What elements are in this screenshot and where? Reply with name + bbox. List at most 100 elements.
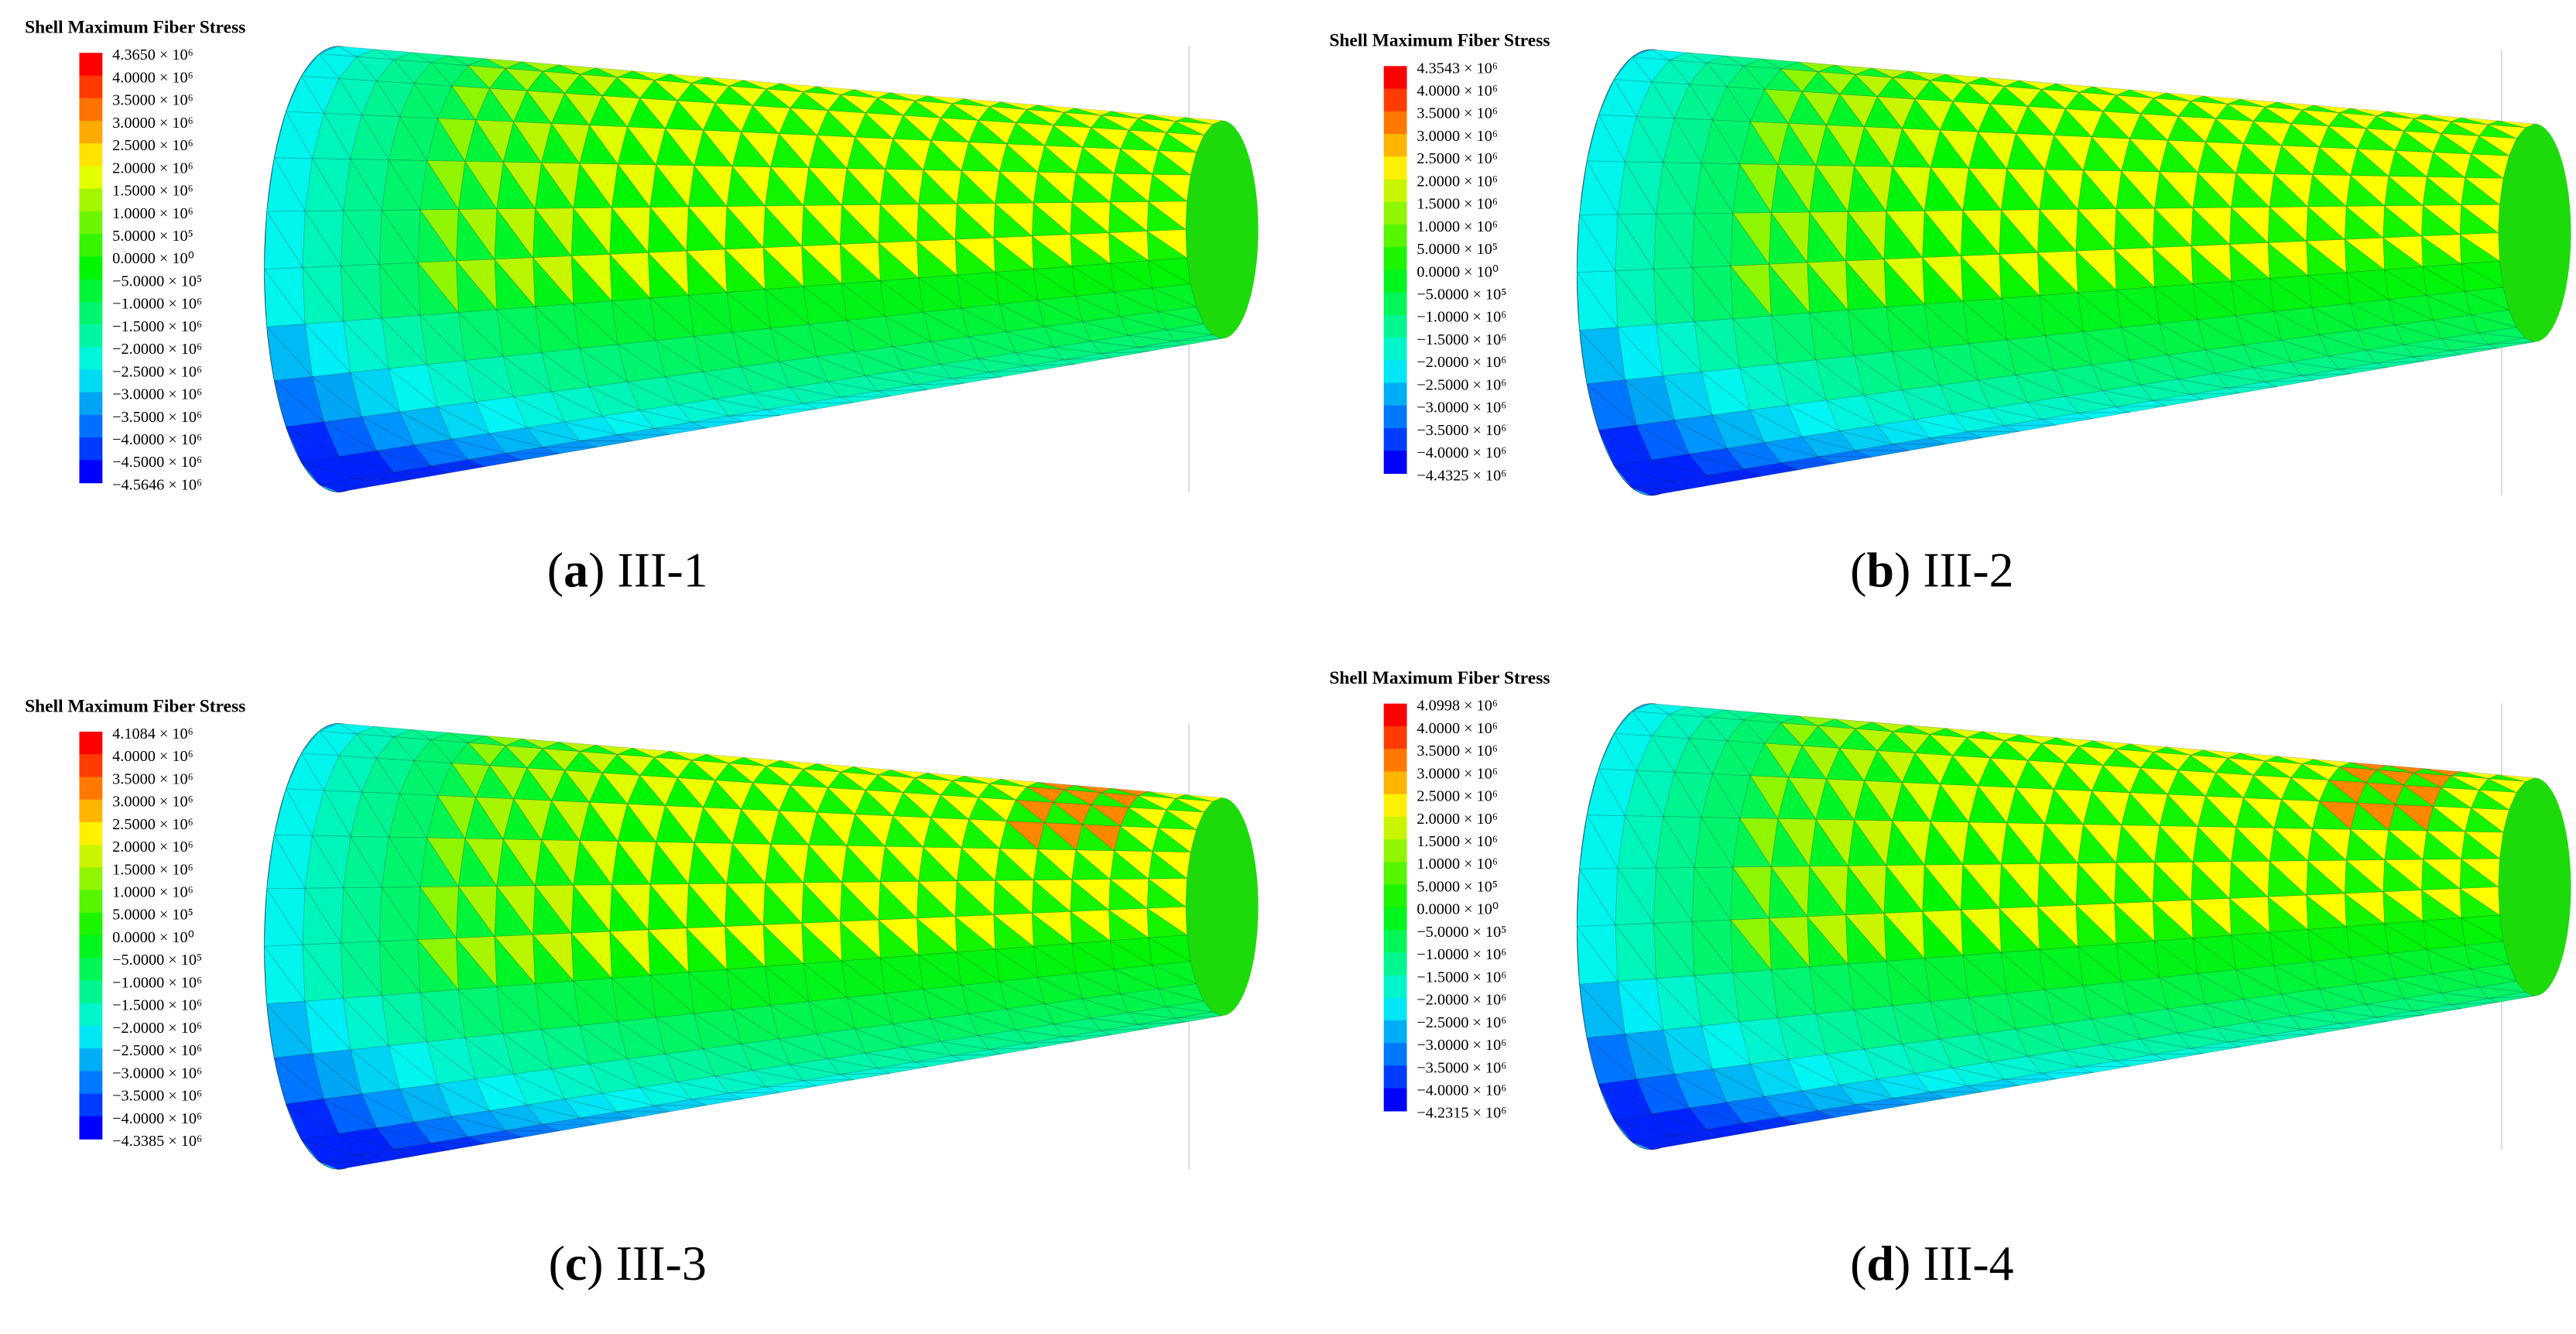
mesh-element <box>273 157 313 212</box>
mesh-element <box>769 327 818 362</box>
legend-label: 4.0000 × 10⁶ <box>1416 720 1498 737</box>
legend-label: 4.0000 × 10⁶ <box>112 69 194 86</box>
legend-swatch <box>79 912 103 936</box>
mesh-element <box>977 1035 1027 1050</box>
mesh-element <box>1780 1116 1836 1124</box>
mesh-element <box>1763 1096 1818 1118</box>
mesh-element <box>375 49 413 60</box>
legend-label: 2.5000 × 10⁶ <box>112 816 194 833</box>
mesh-element <box>2102 111 2141 139</box>
mesh-element <box>1967 1085 2019 1092</box>
mesh-element <box>2041 1072 2093 1080</box>
legend-label: −4.0000 × 10⁶ <box>1416 444 1506 461</box>
mesh-element <box>361 1093 416 1129</box>
mesh-element <box>451 763 490 798</box>
mesh-element <box>1586 383 1638 430</box>
mesh-element <box>430 732 469 743</box>
legend-label: −1.5000 × 10⁶ <box>112 318 202 335</box>
mesh-element <box>474 1078 528 1111</box>
legend-label: −3.5000 × 10⁶ <box>112 409 202 426</box>
legend-swatch <box>79 75 103 99</box>
mesh-element <box>1688 62 1728 87</box>
mesh-element <box>639 756 679 779</box>
mesh-element <box>1152 961 1197 985</box>
caption-open: ( <box>547 542 564 597</box>
mesh-element <box>2064 1050 2116 1068</box>
mesh-element <box>2365 769 2404 786</box>
mesh-element <box>2422 830 2462 860</box>
mesh-element <box>417 938 459 993</box>
mesh-element <box>1939 101 1979 132</box>
mesh-element <box>1909 725 1946 736</box>
mesh-element <box>2451 348 2499 355</box>
mesh-element <box>2394 784 2434 807</box>
mesh-element <box>1901 1043 1954 1074</box>
legend-label: 3.5000 × 10⁶ <box>1416 742 1498 760</box>
mesh-element <box>726 291 772 333</box>
mesh-element <box>2129 792 2168 827</box>
mesh-element <box>350 791 389 838</box>
mesh-element <box>2235 173 2275 208</box>
legend-label: −2.5000 × 10⁶ <box>112 1042 202 1059</box>
mesh-element <box>1138 1021 1186 1029</box>
mesh-element <box>1146 231 1188 262</box>
mesh-element <box>1977 375 2029 403</box>
legend-swatch <box>79 414 103 438</box>
mesh-element <box>2115 743 2153 753</box>
end-cap <box>1185 797 1259 1016</box>
mesh-element <box>617 803 657 843</box>
mesh-element <box>2451 1002 2499 1010</box>
legend-swatch <box>1383 224 1407 248</box>
mesh-element <box>2264 379 2314 387</box>
mesh-element <box>496 208 536 259</box>
legend-swatch <box>1383 952 1407 976</box>
mesh-element <box>264 945 306 1005</box>
mesh-element <box>1175 121 1214 135</box>
mesh-element <box>1636 770 1675 818</box>
legend-swatch <box>1383 839 1407 862</box>
mesh-element <box>2470 135 2510 156</box>
mesh-element <box>1732 969 1779 1019</box>
legend-swatch <box>1383 794 1407 818</box>
mesh-element <box>803 963 848 1002</box>
mesh-element <box>1701 1025 1752 1070</box>
mesh-element <box>437 401 490 434</box>
legend-label: −5.0000 × 10⁵ <box>112 952 202 969</box>
mesh-element <box>840 766 878 776</box>
mesh-element <box>677 1081 729 1100</box>
mesh-element <box>1576 925 1619 985</box>
mesh-element <box>2154 171 2194 209</box>
mesh-element <box>488 745 528 769</box>
mesh-element <box>1901 1038 1954 1068</box>
mesh-element <box>951 376 1002 384</box>
mesh-element <box>1151 173 1191 202</box>
mesh-element <box>1886 820 1925 866</box>
mesh-element <box>2006 339 2055 376</box>
mesh-element <box>865 1047 916 1063</box>
mesh-element <box>2470 969 2517 988</box>
mesh-element <box>1108 232 1149 264</box>
mesh-element <box>2091 1018 2142 1045</box>
mesh-element <box>312 1053 363 1099</box>
mesh-element <box>2041 418 2093 426</box>
mesh-element <box>940 780 978 798</box>
legend-label: 1.5000 × 10⁶ <box>1416 833 1498 850</box>
mesh-element <box>1951 83 1991 105</box>
mesh-element <box>1930 74 1968 84</box>
mesh-element <box>1886 166 1925 212</box>
mesh-element <box>420 837 459 887</box>
mesh-element <box>2229 243 2270 282</box>
mesh-element <box>2177 115 2216 143</box>
legend-swatch <box>1383 269 1407 293</box>
mesh-element <box>2478 135 2517 156</box>
caption-label: ) III-4 <box>1894 1236 2014 1291</box>
mesh-element <box>2328 780 2367 804</box>
mesh-element <box>526 748 566 771</box>
mesh-element <box>694 807 733 844</box>
mesh-element <box>2464 177 2504 205</box>
mesh-element <box>2053 762 2093 792</box>
mesh-element <box>2102 765 2141 794</box>
mesh-element <box>1005 821 1045 850</box>
mesh-element <box>2441 338 2489 352</box>
mesh-element <box>2301 759 2340 767</box>
